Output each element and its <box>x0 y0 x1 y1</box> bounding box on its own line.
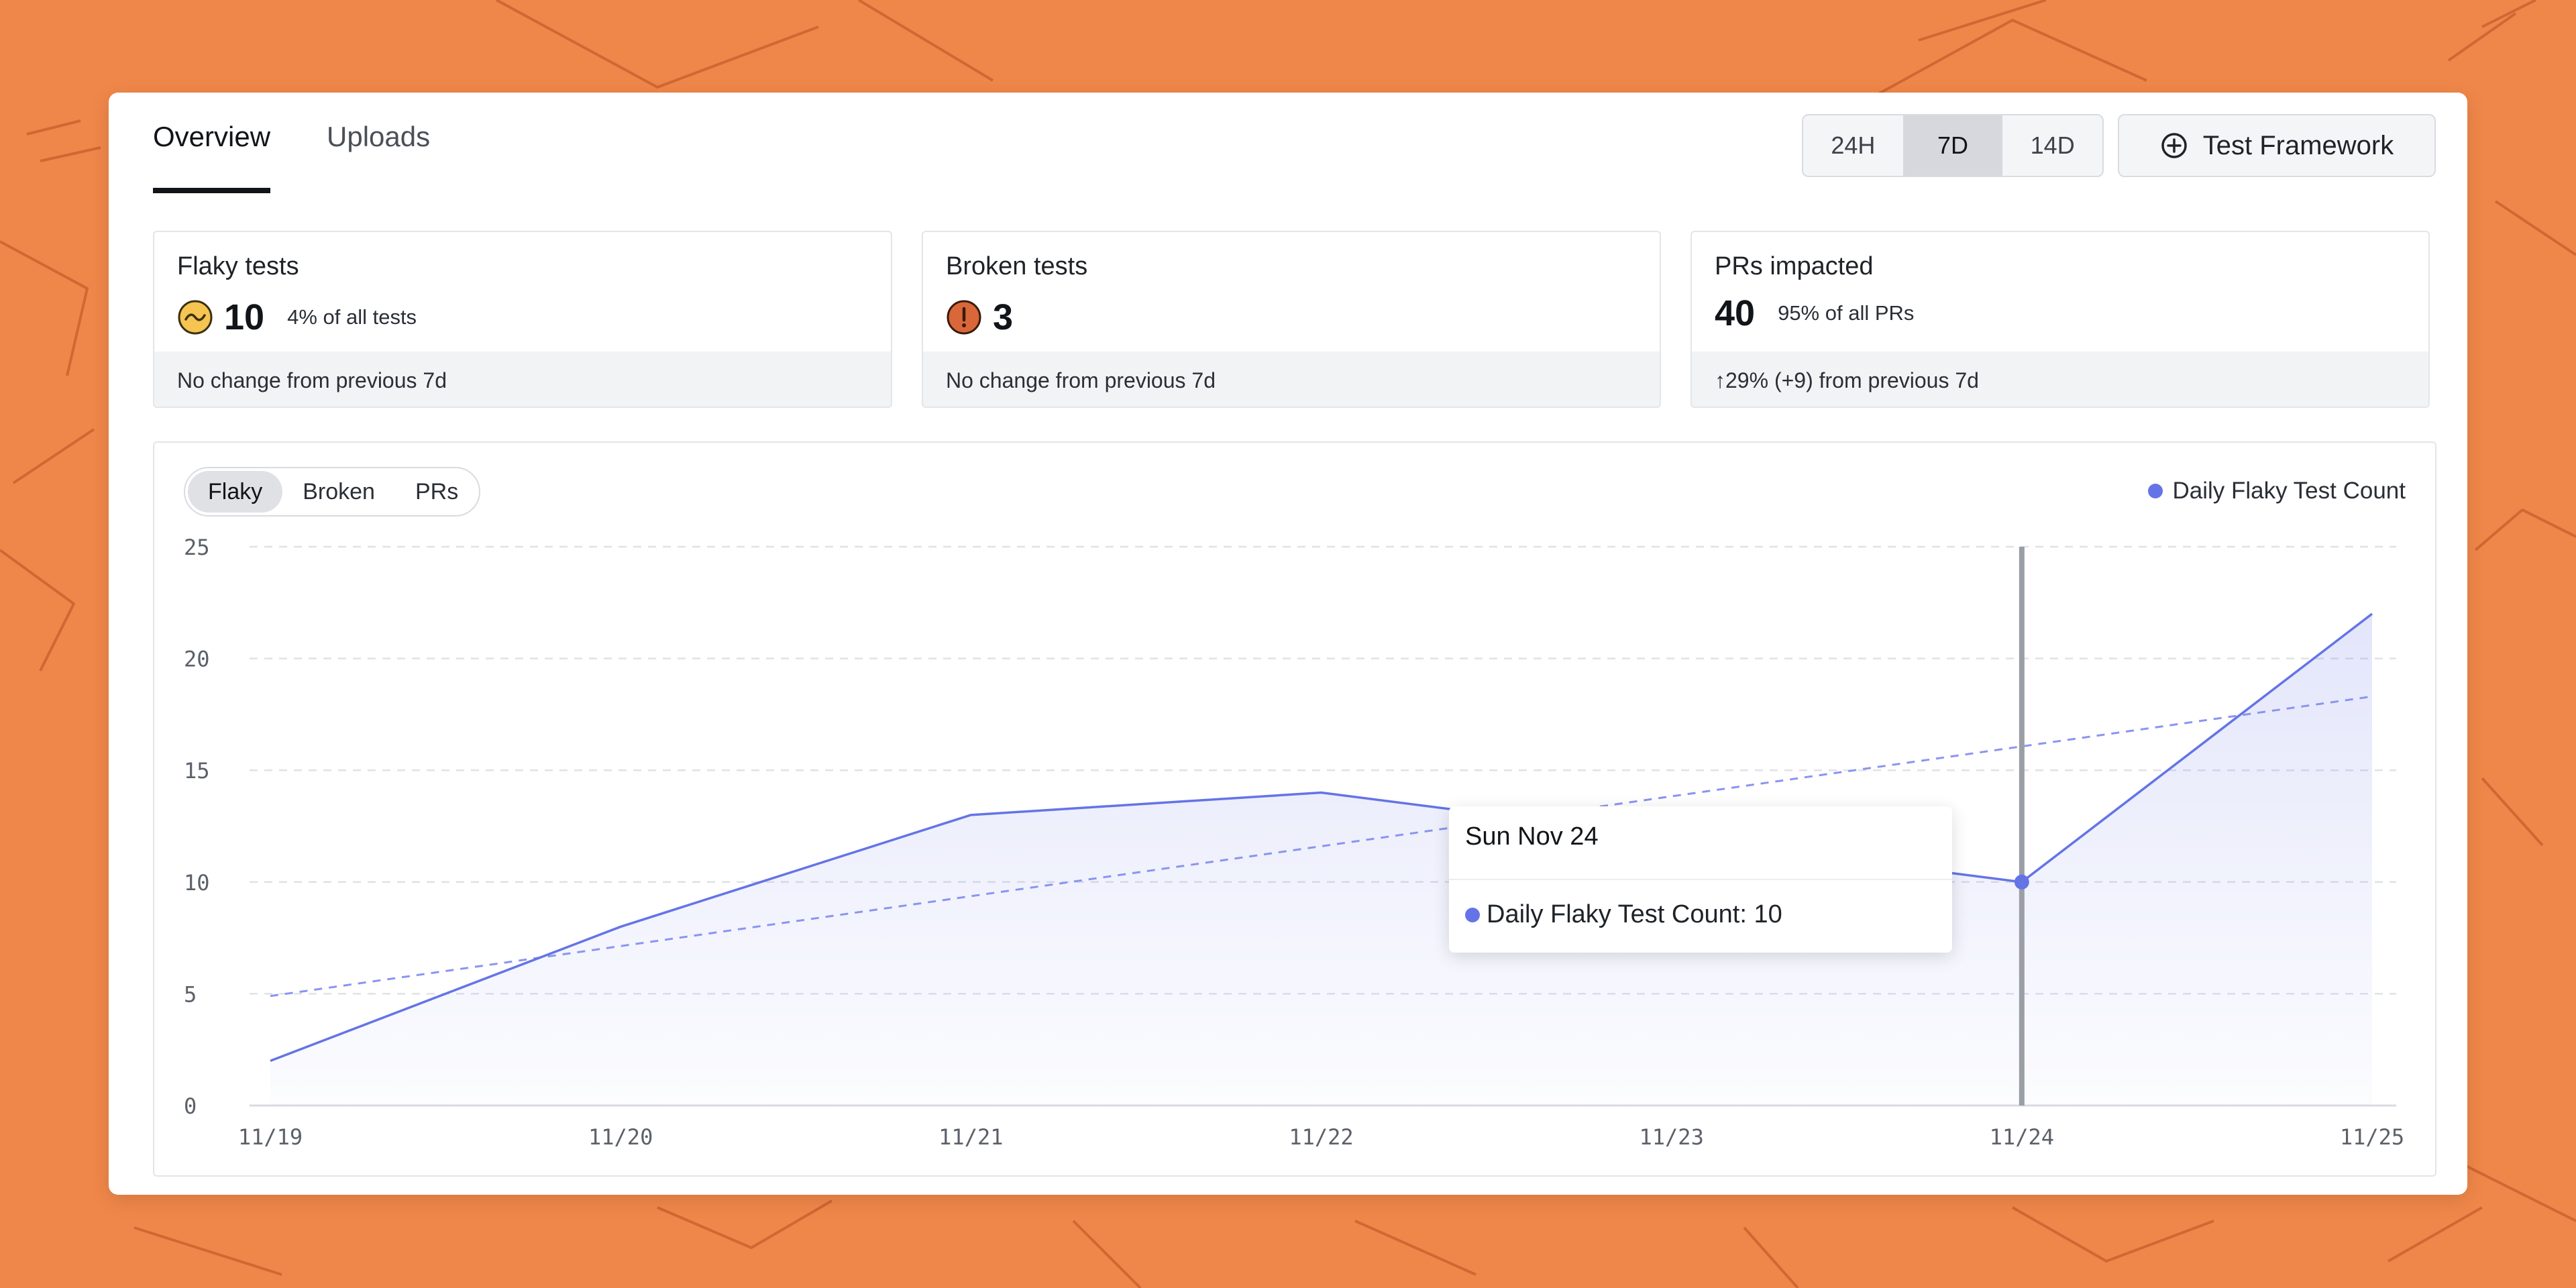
x-tick-label: 11/24 <box>1990 1124 2054 1150</box>
segment-prs[interactable]: PRs <box>415 478 459 504</box>
y-tick-label: 25 <box>184 535 210 560</box>
exclamation-icon <box>947 300 981 335</box>
y-tick-label: 5 <box>184 981 197 1007</box>
range-7d-button[interactable]: 7D <box>1902 115 2003 176</box>
card-title: Flaky tests <box>177 252 299 280</box>
x-tick-label: 11/25 <box>2340 1124 2404 1150</box>
tab-uploads[interactable]: Uploads <box>327 121 431 152</box>
tooltip-title: Sun Nov 24 <box>1465 822 1599 851</box>
flaky-percentage: 4% of all tests <box>287 305 417 329</box>
dashboard-window: Overview Uploads 24H 7D 14D Test Framewo… <box>109 93 2467 1195</box>
x-tick-label: 11/20 <box>588 1124 653 1150</box>
chart-legend: Daily Flaky Test Count <box>2148 478 2406 504</box>
x-tick-label: 11/23 <box>1640 1124 1704 1150</box>
data-point-highlight <box>2014 874 2029 890</box>
prs-impacted-card: PRs impacted 40 95% of all PRs ↑29% (+9)… <box>1690 231 2430 408</box>
card-title: PRs impacted <box>1715 252 1874 280</box>
x-tick-label: 11/19 <box>238 1124 303 1150</box>
range-24h-button[interactable]: 24H <box>1831 131 1876 159</box>
broken-tests-card: Broken tests 3 No change from previous 7… <box>922 231 1661 408</box>
time-range-selector: 24H 7D 14D <box>1802 114 2104 177</box>
tab-overview[interactable]: Overview <box>153 121 271 193</box>
card-title: Broken tests <box>946 252 1088 280</box>
y-tick-label: 20 <box>184 647 210 672</box>
flaky-test-chart: 0 5 10 15 20 25 11/19 11/20 11/21 11/22 11/23 11/24… <box>184 535 2404 1150</box>
flaky-wave-icon <box>178 300 213 335</box>
flaky-count: 10 <box>224 297 265 337</box>
card-footer: No change from previous 7d <box>154 352 891 407</box>
test-framework-label: Test Framework <box>2202 130 2394 160</box>
series-area <box>270 613 2372 1106</box>
chart-panel: 0 5 10 15 20 25 11/19 11/20 11/21 11/22 11/23 11/24… <box>153 441 2436 1177</box>
broken-count: 3 <box>993 297 1014 337</box>
flaky-tests-card: Flaky tests 10 4% of all tests No change… <box>153 231 892 408</box>
chart-tooltip: Sun Nov 24 Daily Flaky Test Count: 10 <box>1449 806 1952 953</box>
plus-circle-icon <box>2161 133 2187 158</box>
y-tick-label: 0 <box>184 1093 197 1119</box>
x-tick-label: 11/21 <box>938 1124 1003 1150</box>
prs-percentage: 95% of all PRs <box>1778 301 1915 325</box>
card-footer: No change from previous 7d <box>923 352 1660 407</box>
legend-label: Daily Flaky Test Count <box>2172 478 2406 504</box>
x-tick-label: 11/22 <box>1289 1124 1353 1150</box>
range-14d-button[interactable]: 14D <box>2030 131 2075 159</box>
prs-count: 40 <box>1715 293 1756 333</box>
card-footer: ↑29% (+9) from previous 7d <box>1692 352 2428 407</box>
legend-dot-icon <box>2148 484 2163 498</box>
tooltip-dot-icon <box>1465 907 1480 922</box>
y-tick-label: 15 <box>184 758 210 784</box>
test-framework-button[interactable]: Test Framework <box>2118 114 2436 177</box>
segment-broken[interactable]: Broken <box>303 478 375 504</box>
metric-segment-control: Flaky Broken PRs <box>184 467 480 517</box>
segment-flaky[interactable]: Flaky <box>188 471 283 513</box>
tooltip-value: Daily Flaky Test Count: 10 <box>1487 900 1782 928</box>
y-tick-label: 10 <box>184 870 210 896</box>
